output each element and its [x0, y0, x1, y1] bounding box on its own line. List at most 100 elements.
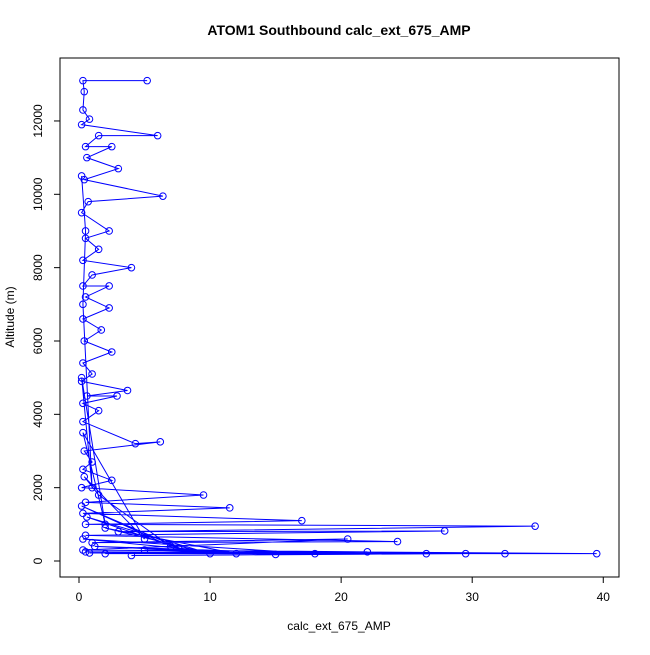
data-point [461, 549, 470, 558]
data-point [422, 549, 431, 558]
data-point [94, 245, 103, 254]
data-point [199, 491, 208, 499]
data-point [206, 549, 214, 558]
data-point [531, 522, 539, 530]
x-tick-label: 30 [466, 590, 480, 604]
y-tick-label: 0 [31, 557, 45, 564]
data-point [84, 197, 92, 206]
data-point [83, 392, 91, 400]
data-point [107, 142, 116, 151]
data-point [127, 551, 136, 560]
data-point [107, 476, 116, 485]
data-point [77, 120, 86, 129]
x-tick-label: 0 [76, 590, 83, 604]
data-point [101, 549, 110, 558]
data-point [79, 256, 87, 265]
data-point [271, 550, 280, 559]
data-point [311, 549, 319, 558]
data-point [79, 465, 87, 474]
data-point [90, 542, 99, 551]
data-point [88, 370, 96, 378]
y-tick-label: 2000 [31, 474, 45, 501]
x-tick-label: 40 [597, 590, 611, 604]
data-point [298, 516, 306, 525]
y-tick-label: 12000 [31, 104, 45, 138]
data-point [105, 282, 113, 290]
data-point [156, 438, 165, 446]
data-point [440, 527, 449, 535]
data-point [114, 527, 123, 536]
data-point [153, 131, 162, 140]
y-tick-label: 10000 [31, 177, 45, 211]
data-point [79, 282, 87, 290]
data-point [80, 447, 89, 455]
data-point [77, 502, 86, 510]
data-point [143, 76, 151, 85]
data-point [140, 546, 149, 554]
data-point [232, 549, 241, 558]
data-point [343, 535, 352, 543]
data-point [79, 76, 87, 85]
data-point [77, 208, 86, 217]
data-point [81, 227, 90, 235]
data-point [105, 227, 113, 235]
data-point [80, 472, 89, 481]
data-point [127, 263, 136, 272]
y-tick-label: 4000 [31, 401, 45, 428]
data-point [81, 234, 90, 243]
data-point [94, 131, 103, 140]
x-axis-title: calc_ext_675_AMP [287, 619, 390, 633]
y-tick-label: 6000 [31, 327, 45, 354]
x-tick-label: 20 [334, 590, 348, 604]
y-axis-title: Altitude (m) [3, 286, 17, 347]
data-point [88, 458, 96, 466]
data-point [166, 542, 175, 551]
data-point [107, 348, 116, 356]
plot-frame [59, 57, 620, 578]
data-point [81, 520, 90, 529]
data-point [88, 271, 96, 279]
data-point [77, 377, 86, 386]
data-point [81, 548, 90, 556]
data-point [101, 520, 110, 529]
data-point [79, 359, 87, 367]
chart-title: ATOM1 Southbound calc_ext_675_AMP [207, 22, 470, 38]
data-point [79, 315, 87, 323]
data-point [79, 417, 87, 426]
data-point [225, 504, 234, 512]
data-point [77, 373, 86, 382]
data-line [80, 80, 597, 557]
data-point [88, 483, 96, 492]
data-point [81, 293, 90, 301]
data-point [114, 164, 123, 173]
data-point [79, 106, 87, 114]
data-point [113, 392, 121, 400]
data-point [79, 428, 87, 437]
data-point [101, 524, 110, 532]
data-point [94, 406, 103, 415]
data-point [393, 537, 402, 546]
y-tick-label: 8000 [31, 254, 45, 281]
data-point [79, 535, 87, 543]
data-point [79, 399, 87, 408]
data-point [105, 304, 113, 312]
data-point [77, 172, 86, 180]
data-point [123, 386, 132, 395]
data-point [131, 439, 140, 448]
data-point [85, 115, 94, 123]
data-point [501, 549, 509, 558]
data-point [79, 300, 87, 309]
data-point [81, 142, 90, 151]
data-point [80, 87, 89, 96]
data-point [85, 549, 94, 557]
data-point [592, 549, 601, 558]
data-point [159, 192, 167, 200]
data-point [83, 513, 91, 521]
data-point [83, 153, 91, 162]
x-tick-label: 10 [203, 590, 217, 604]
data-point [363, 548, 372, 556]
data-point [80, 337, 89, 345]
data-point [140, 535, 149, 543]
data-point [94, 491, 103, 499]
